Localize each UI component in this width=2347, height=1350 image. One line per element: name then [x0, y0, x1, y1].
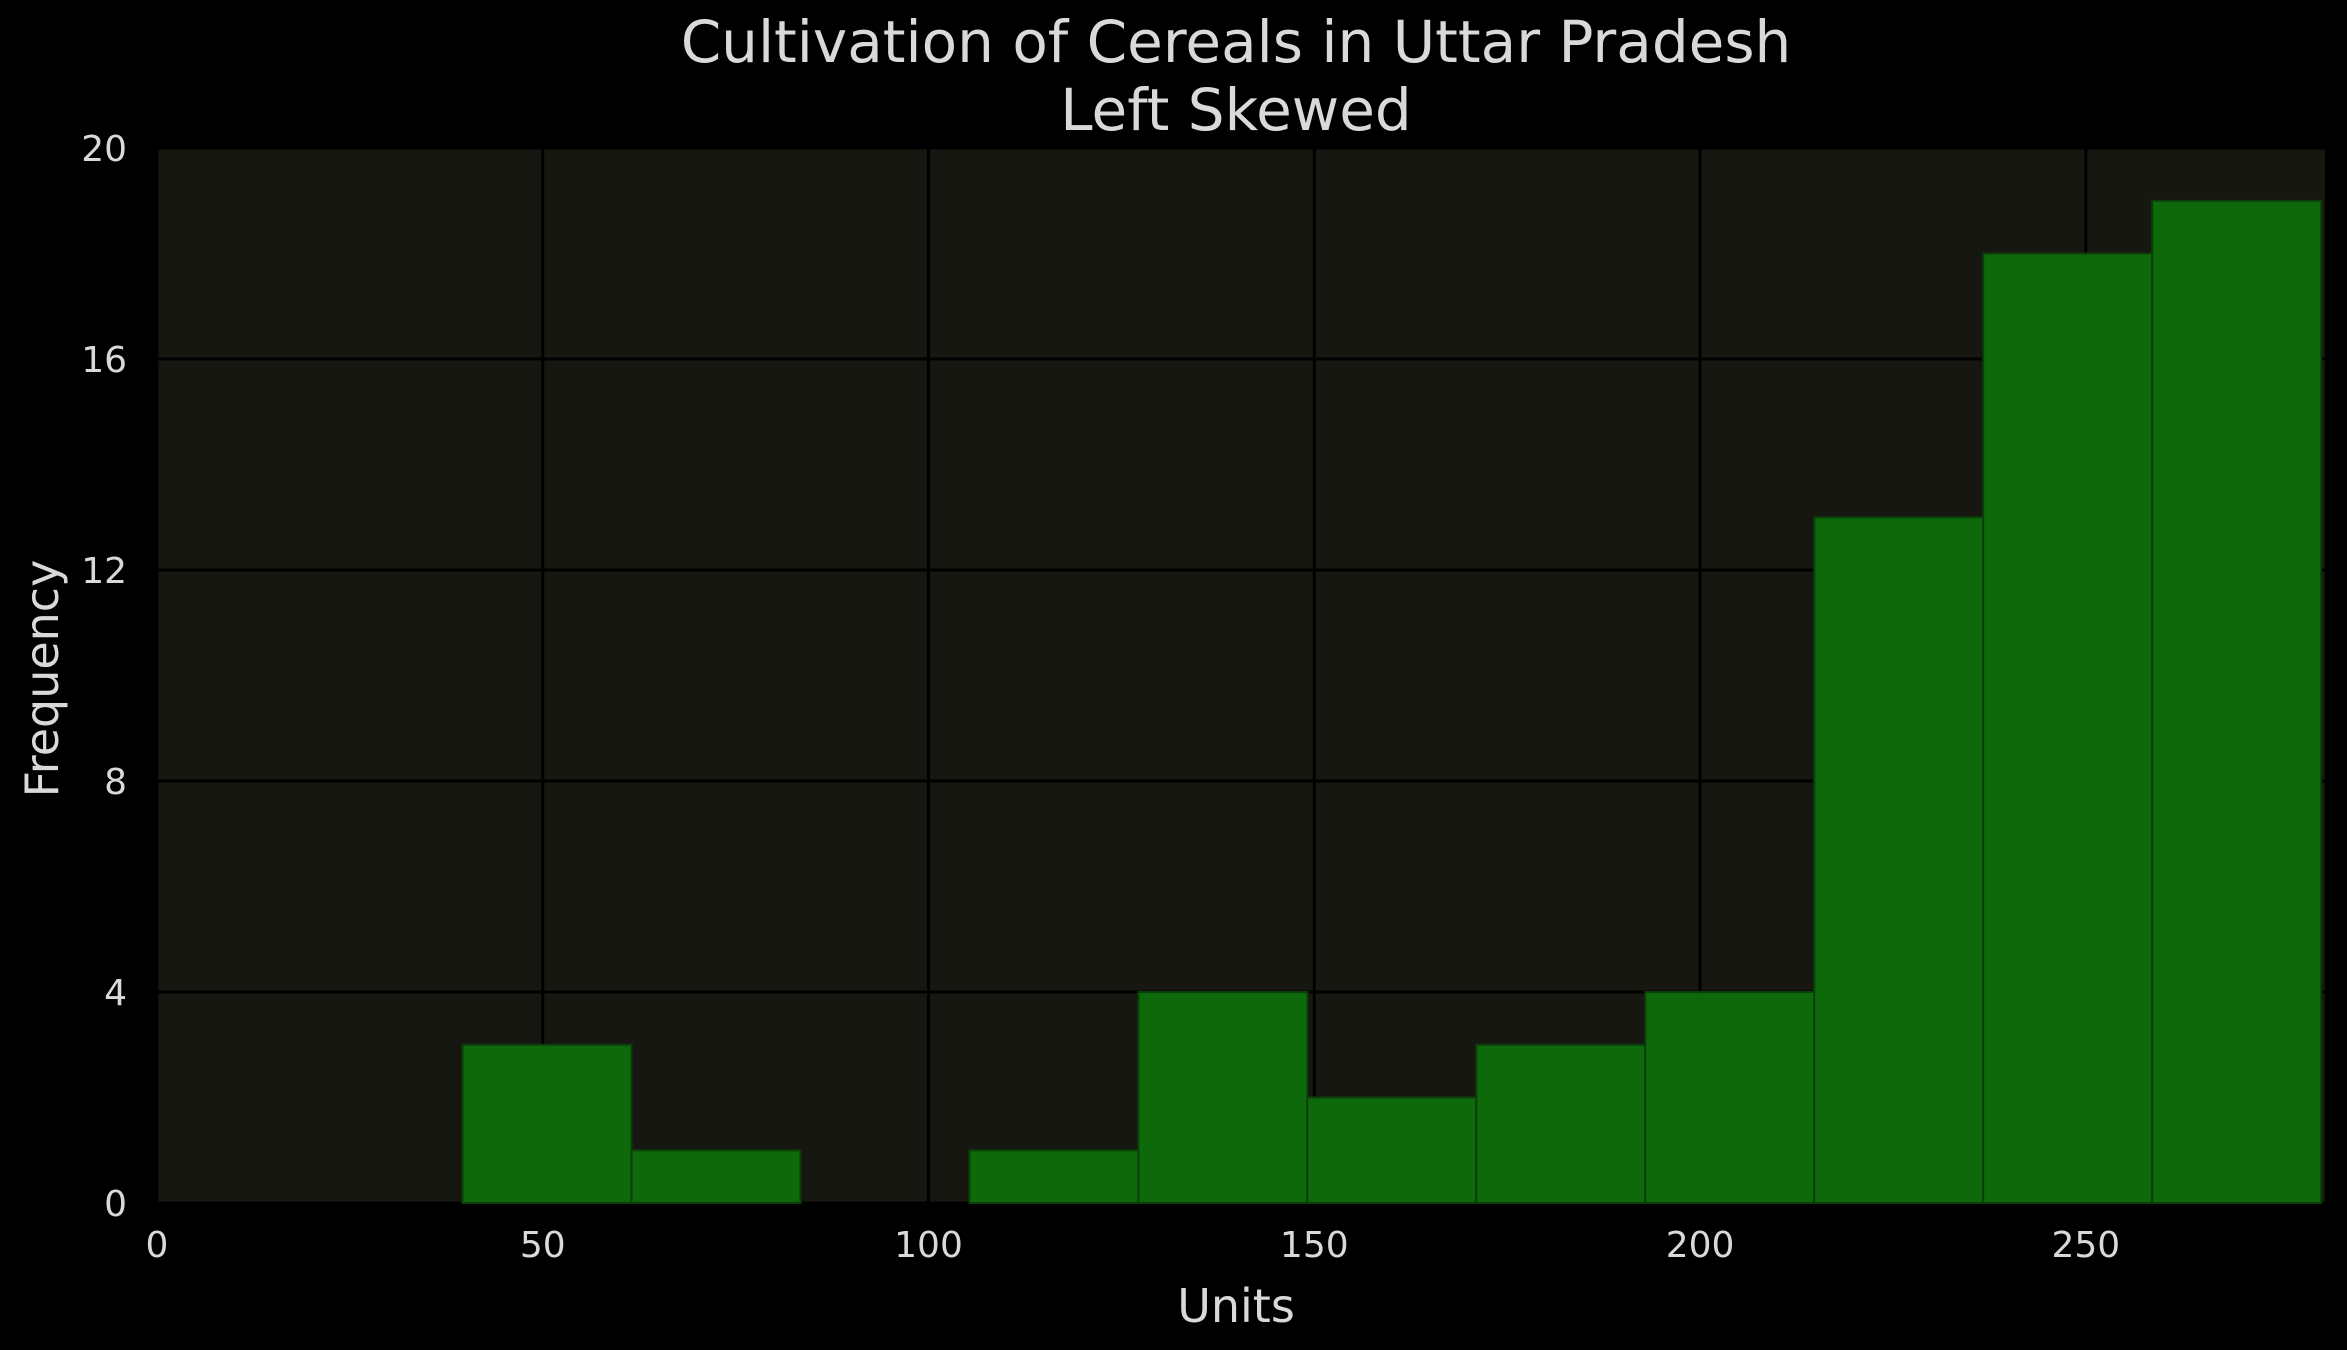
- y-tick-label: 16: [81, 340, 127, 381]
- x-tick-label: 0: [146, 1225, 169, 1266]
- x-tick-label: 50: [520, 1225, 566, 1266]
- chart-subtitle: Left Skewed: [1060, 76, 1412, 144]
- histogram-bar: [1306, 1096, 1478, 1204]
- histogram-bar: [630, 1149, 802, 1204]
- y-tick-labels: 0 4 8 12 16 20: [81, 129, 127, 1225]
- y-tick-label: 8: [104, 762, 127, 803]
- y-tick-label: 20: [81, 129, 127, 170]
- y-tick-label: 12: [81, 551, 127, 592]
- y-axis-label: Frequency: [15, 560, 69, 798]
- x-tick-label: 250: [2051, 1225, 2120, 1266]
- histogram-bars: [461, 199, 2323, 1204]
- histogram-bar: [1982, 252, 2154, 1204]
- x-tick-label: 200: [1666, 1225, 1735, 1266]
- x-tick-labels: 0 50 100 150 200 250: [146, 1225, 2121, 1266]
- histogram-bar: [1813, 516, 1985, 1204]
- histogram-bar: [2151, 199, 2323, 1204]
- histogram-bar: [1137, 991, 1309, 1204]
- histogram-bar: [1644, 991, 1816, 1204]
- y-tick-label: 0: [104, 1184, 127, 1225]
- chart-title: Cultivation of Cereals in Uttar Pradesh: [681, 8, 1792, 76]
- histogram-bar: [1475, 1043, 1647, 1204]
- histogram-bar: [461, 1043, 633, 1204]
- histogram-bar: [968, 1149, 1140, 1204]
- x-axis-label: Units: [1177, 1279, 1295, 1333]
- x-tick-label: 150: [1280, 1225, 1349, 1266]
- x-tick-label: 100: [894, 1225, 963, 1266]
- y-tick-label: 4: [104, 973, 127, 1014]
